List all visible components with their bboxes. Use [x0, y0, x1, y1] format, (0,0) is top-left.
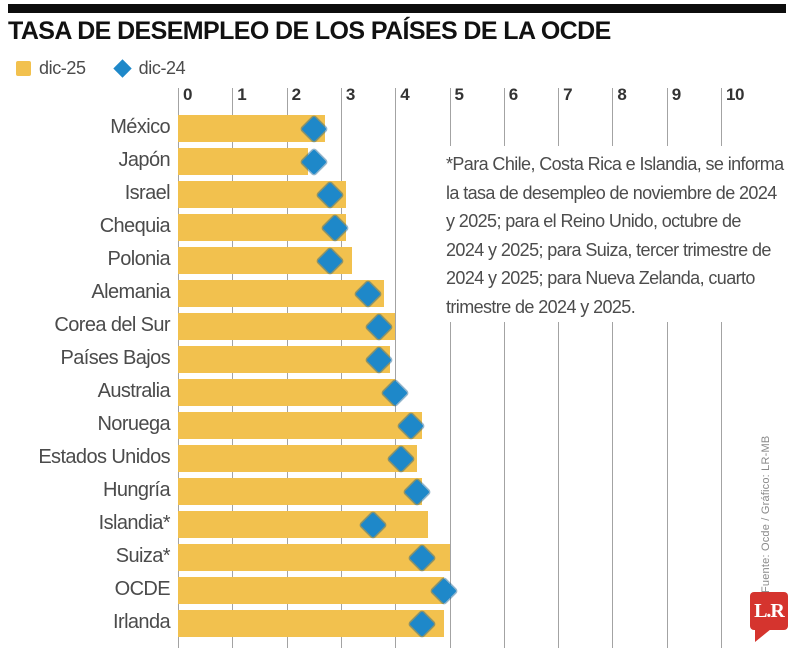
- page-title: TASA DE DESEMPLEO DE LOS PAÍSES DE LA OC…: [8, 17, 611, 45]
- bar-dic25: [178, 280, 385, 307]
- bar-dic25: [178, 214, 347, 241]
- lr-logo: L.R: [750, 592, 792, 646]
- gridline: [503, 88, 505, 648]
- bar-dic25: [178, 544, 450, 571]
- category-label: Irlanda: [113, 611, 171, 633]
- x-axis-tick-label: 9: [671, 85, 681, 104]
- bar-dic25: [178, 478, 423, 505]
- bar-dic25: [178, 148, 309, 175]
- category-label: Chequia: [99, 215, 171, 237]
- legend-diamond-label: dic-24: [138, 57, 186, 78]
- gridline: [721, 88, 722, 648]
- x-axis-tick-label: 5: [454, 85, 464, 104]
- legend-diamond-swatch-icon: [112, 58, 132, 78]
- bar-dic25: [178, 610, 445, 637]
- x-axis-tick-label: 7: [563, 85, 573, 104]
- bar-dic25: [178, 511, 428, 538]
- category-label: Islandia*: [98, 512, 171, 534]
- category-label: Corea del Sur: [54, 314, 170, 336]
- bar-dic25: [178, 412, 423, 439]
- x-axis-tick-label: 2: [291, 85, 301, 104]
- category-label: OCDE: [114, 578, 171, 600]
- annotation-note: *Para Chile, Costa Rica e Islandia, se i…: [438, 146, 796, 322]
- bar-dic25: [178, 445, 417, 472]
- legend-bar-label: dic-25: [39, 57, 86, 78]
- lr-logo-bubble: L.R: [750, 592, 788, 630]
- x-axis-tick-label: 4: [400, 85, 410, 104]
- bar-dic25: [178, 313, 396, 340]
- category-label: Estados Unidos: [38, 446, 170, 468]
- x-axis-tick-label: 3: [345, 85, 355, 104]
- bar-dic25: [178, 346, 390, 373]
- category-label: Alemania: [91, 281, 170, 303]
- category-label: Noruega: [97, 413, 170, 435]
- category-label: Suiza*: [115, 545, 171, 567]
- category-label: Países Bajos: [60, 347, 170, 369]
- gridline: [558, 88, 560, 648]
- gridline: [395, 88, 397, 648]
- bar-dic25: [178, 577, 445, 604]
- bar-dic25: [178, 379, 396, 406]
- x-axis-tick-label: 6: [508, 85, 518, 104]
- category-label: Japón: [118, 149, 171, 171]
- category-label: Hungría: [103, 479, 171, 501]
- gridline: [666, 88, 668, 648]
- x-axis-tick-label: 1: [237, 85, 247, 104]
- lr-logo-text: L.R: [754, 599, 785, 622]
- x-axis-tick-label: 8: [617, 85, 627, 104]
- category-label: Polonia: [107, 248, 170, 270]
- bar-dic25: [178, 115, 325, 142]
- legend-bar-swatch-icon: [16, 60, 31, 76]
- category-label: Australia: [97, 380, 171, 402]
- x-axis-tick-label: 0: [183, 85, 192, 104]
- category-label: Israel: [124, 182, 171, 204]
- gridline: [449, 88, 451, 648]
- lr-logo-tail-icon: [755, 629, 771, 642]
- top-rule: [8, 4, 786, 13]
- gridline: [612, 88, 614, 648]
- category-label: México: [110, 116, 170, 138]
- annotation-text: *Para Chile, Costa Rica e Islandia, se i…: [446, 154, 784, 317]
- source-credit: Fuente: Ocde / Gráfico: LR-MB: [760, 435, 772, 593]
- legend: dic-25 dic-24: [16, 57, 186, 78]
- x-axis-tick-label: 10: [726, 85, 744, 104]
